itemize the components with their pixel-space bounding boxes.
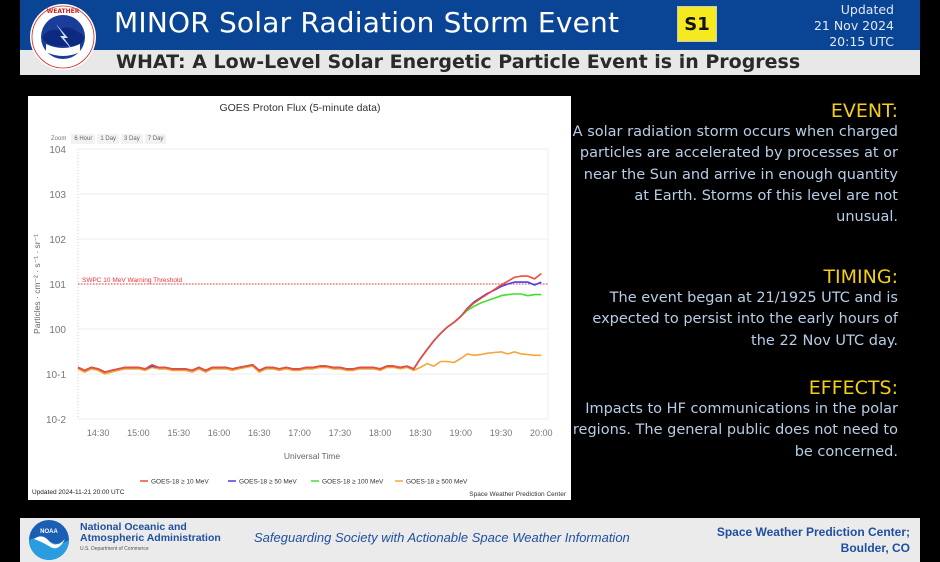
threshold-label: SWPC 10 MeV Warning Threshold: [82, 277, 182, 284]
x-tick-label: 20:00: [530, 428, 553, 438]
noaa-logo-text: NOAA: [40, 529, 58, 535]
proton-flux-chart: GOES Proton Flux (5-minute data) 10-2 10-…: [28, 96, 571, 500]
swpc-line2: Boulder, CO: [840, 541, 910, 555]
y-tick-label: 103: [49, 190, 66, 201]
legend-item: GOES-18 ≥ 50 MeV: [228, 479, 297, 486]
x-tick-label: 15:00: [127, 428, 150, 438]
scale-badge: S1: [677, 6, 717, 42]
x-tick-label: 18:30: [409, 428, 432, 438]
legend-item: GOES-18 ≥ 100 MeV: [311, 479, 384, 486]
legend-label: GOES-18 ≥ 50 MeV: [239, 479, 297, 486]
x-axis-label: Universal Time: [284, 451, 340, 461]
legend-item: GOES-18 ≥ 10 MeV: [140, 479, 209, 486]
swpc-line1: Space Weather Prediction Center;: [716, 525, 910, 539]
y-tick-label: 10-2: [46, 415, 66, 426]
chart-title: GOES Proton Flux (5-minute data): [219, 102, 380, 114]
chart-updated-note: Updated 2024-11-21 20:00 UTC: [32, 489, 125, 496]
timing-section: TIMING: The event began at 21/1925 UTC a…: [568, 266, 898, 352]
zoom-controls: Zoom 6 Hour 1 Day 3 Day 7 Day: [48, 134, 167, 144]
effects-heading: EFFECTS:: [808, 377, 898, 399]
noaa-logo-icon: NOAA: [29, 520, 69, 560]
event-subtitle: WHAT: A Low-Level Solar Energetic Partic…: [116, 51, 801, 73]
updated-label: Updated: [840, 2, 894, 17]
x-tick-label: 16:00: [208, 428, 231, 438]
y-axis-label: Particles · cm⁻² · s⁻¹ · sr⁻¹: [32, 234, 42, 334]
series-line: [77, 351, 542, 375]
legend-item: GOES-18 ≥ 500 MeV: [395, 479, 468, 486]
legend-label: GOES-18 ≥ 10 MeV: [151, 479, 209, 486]
zoom-3-day-button[interactable]: 3 Day: [121, 134, 143, 144]
header-banner: [20, 0, 920, 50]
x-tick-label: 14:30: [87, 428, 110, 438]
footer-bar: [20, 518, 920, 562]
series-line: [77, 272, 542, 373]
y-tick-label: 10-1: [46, 370, 66, 381]
noaa-name-line2: Atmospheric Administration: [80, 532, 221, 544]
noaa-dept: U.S. Department of Commerce: [80, 546, 149, 552]
svg-text:WEATHER: WEATHER: [47, 8, 80, 15]
x-tick-label: 17:00: [288, 428, 311, 438]
y-axis: 10-2 10-1 100 101 102 103 104: [46, 145, 66, 426]
zoom-7-day-button[interactable]: 7 Day: [144, 134, 167, 144]
chart-credit: Space Weather Prediction Center: [469, 491, 567, 498]
event-body: A solar radiation storm occurs when char…: [572, 124, 898, 226]
noaa-name-line1: National Oceanic and: [80, 521, 187, 533]
swpc-location: Space Weather Prediction Center; Boulder…: [717, 524, 910, 556]
x-tick-label: 19:30: [490, 428, 513, 438]
series-line: [77, 281, 542, 373]
chart-series: [77, 272, 542, 375]
timing-heading: TIMING:: [823, 266, 898, 288]
tagline: Safeguarding Society with Actionable Spa…: [254, 530, 630, 545]
x-tick-label: 17:30: [329, 428, 352, 438]
zoom-label: Zoom: [51, 136, 67, 142]
legend-label: GOES-18 ≥ 100 MeV: [322, 479, 384, 486]
page-title: MINOR Solar Radiation Storm Event: [114, 6, 620, 39]
event-heading: EVENT:: [830, 100, 898, 122]
legend-label: GOES-18 ≥ 500 MeV: [406, 479, 468, 486]
event-section: EVENT: A solar radiation storm occurs wh…: [568, 100, 898, 228]
x-tick-label: 18:00: [369, 428, 392, 438]
x-tick-label: 15:30: [167, 428, 190, 438]
x-tick-label: 19:00: [449, 428, 472, 438]
noaa-name: National Oceanic and Atmospheric Adminis…: [80, 522, 221, 544]
nws-logo-icon: WEATHER: [30, 4, 96, 70]
zoom-6-hour-button[interactable]: 6 Hour: [71, 134, 96, 144]
y-tick-label: 102: [49, 235, 66, 246]
y-tick-label: 101: [49, 280, 66, 291]
effects-body: Impacts to HF communications in the pola…: [572, 401, 898, 460]
timing-body: The event began at 21/1925 UTC and is ex…: [592, 290, 898, 349]
effects-section: EFFECTS: Impacts to HF communications in…: [568, 377, 898, 463]
y-tick-label: 100: [49, 325, 66, 336]
chart-legend: GOES-18 ≥ 10 MeV GOES-18 ≥ 50 MeV GOES-18 …: [140, 479, 468, 486]
updated-date: 21 Nov 2024: [813, 18, 894, 33]
x-axis: 14:30 15:00 15:30 16:00 16:30 17:00 17:30 18:00…: [87, 428, 553, 438]
chart-canvas: GOES Proton Flux (5-minute data) 10-210-…: [32, 102, 567, 498]
updated-time: 20:15 UTC: [829, 34, 894, 49]
updated-timestamp: Updated 21 Nov 2024 20:15 UTC: [814, 2, 894, 50]
subtitle-banner: [20, 50, 920, 75]
zoom-1-day-button[interactable]: 1 Day: [97, 134, 120, 144]
x-tick-label: 16:30: [248, 428, 271, 438]
y-tick-label: 104: [49, 145, 66, 156]
